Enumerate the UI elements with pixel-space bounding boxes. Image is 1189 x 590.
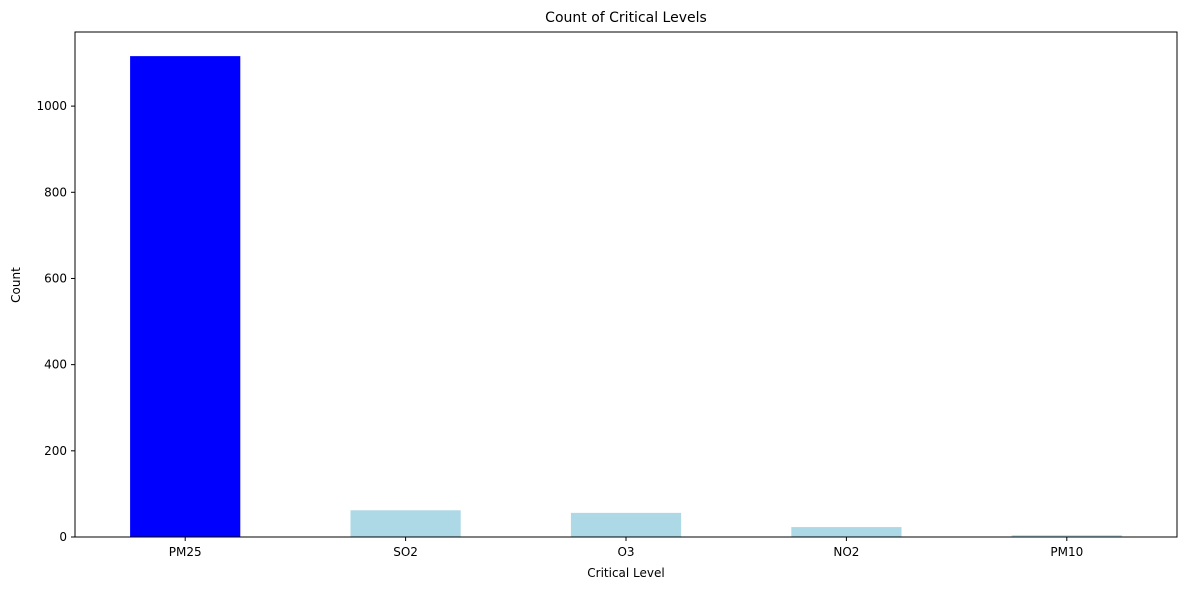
- chart-title: Count of Critical Levels: [545, 10, 707, 26]
- bar-o3: [570, 512, 682, 537]
- y-tick-label: 400: [44, 358, 67, 372]
- y-tick-label: 800: [44, 185, 67, 199]
- y-tick-label: 200: [44, 444, 67, 458]
- bars-group: [130, 56, 1122, 537]
- x-tick-label: SO2: [393, 545, 418, 559]
- plot-frame: [74, 31, 1178, 538]
- x-ticks-group: PM25 SO2 O3 NO2 PM10: [169, 537, 1083, 559]
- y-axis-label: Count: [9, 267, 23, 303]
- y-tick-label: 0: [59, 530, 67, 544]
- y-ticks-group: 0 200 400 600 800 1000: [36, 99, 75, 544]
- y-tick-label: 1000: [36, 99, 67, 113]
- x-axis-label: Critical Level: [587, 566, 664, 580]
- x-tick-label: O3: [617, 545, 634, 559]
- bar-no2: [791, 527, 902, 537]
- x-tick-label: NO2: [833, 545, 859, 559]
- bar-pm10: [1011, 535, 1122, 537]
- x-tick-label: PM25: [169, 545, 202, 559]
- x-tick-label: PM10: [1050, 545, 1083, 559]
- bar-pm25: [130, 56, 241, 537]
- bar-so2: [350, 510, 461, 537]
- y-tick-label: 600: [44, 271, 67, 285]
